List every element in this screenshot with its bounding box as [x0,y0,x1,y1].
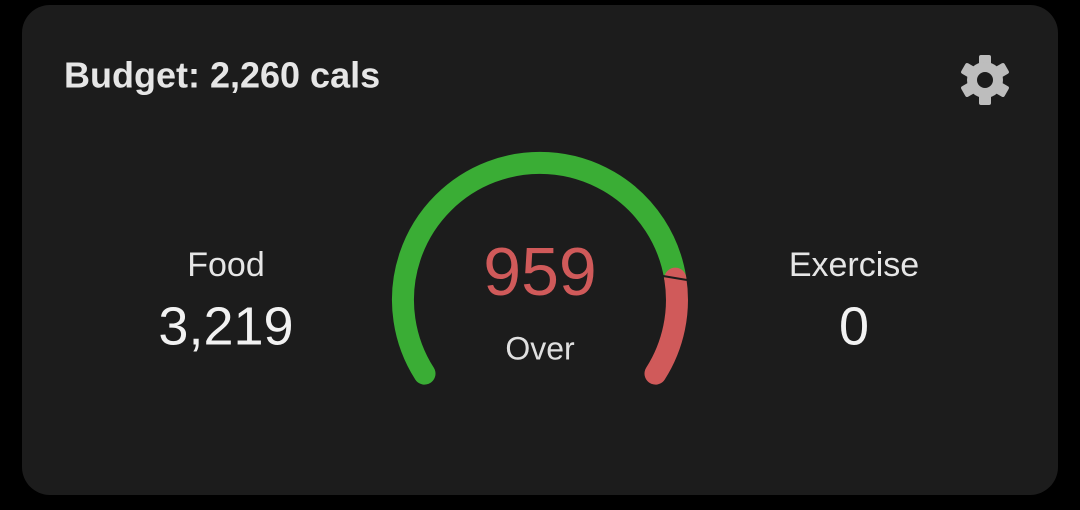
food-value: 3,219 [158,296,293,356]
gauge-divider [662,275,688,281]
card [22,5,1058,495]
gear-hole [977,72,993,88]
exercise-label: Exercise [789,246,919,284]
exercise-value: 0 [839,296,869,356]
gauge-value: 959 [483,234,596,310]
gauge-arc-under [391,151,687,385]
settings-button[interactable] [960,55,1009,105]
gauge-arc-over [644,267,688,385]
budget-title: Budget: 2,260 cals [64,55,380,96]
food-label: Food [187,246,265,284]
gauge-label: Over [505,330,575,366]
